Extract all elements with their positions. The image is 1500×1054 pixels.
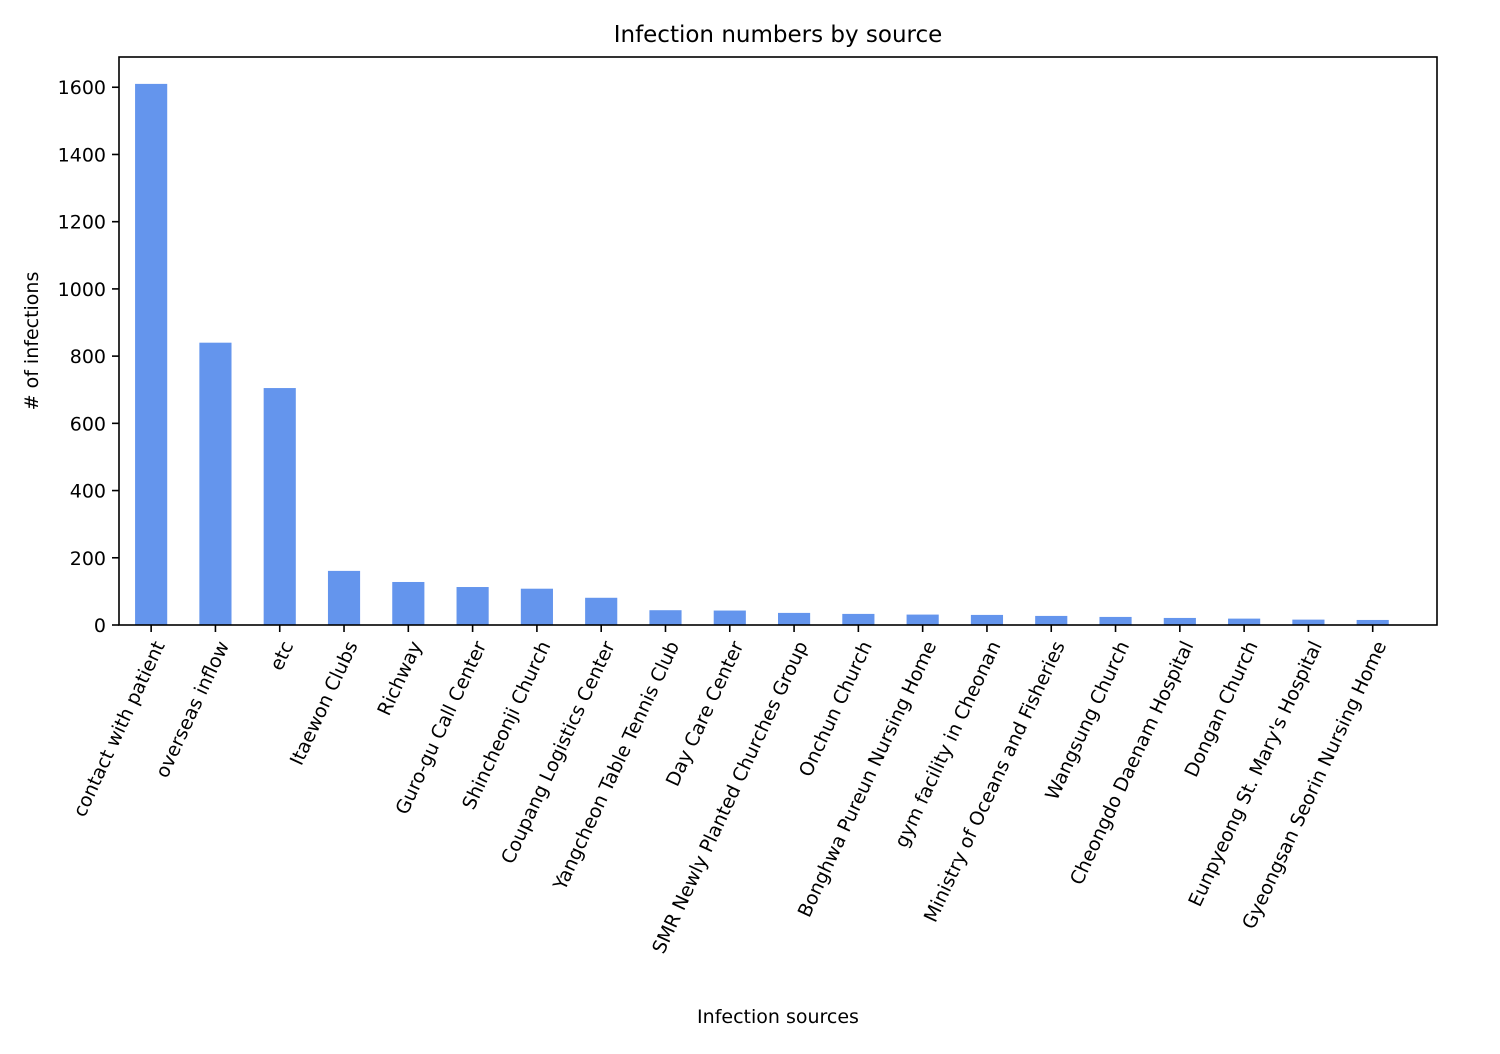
bar: [970, 614, 1004, 625]
x-tick-label: Richway: [373, 638, 426, 719]
x-tick-label: Coupang Logistics Center: [497, 638, 620, 868]
y-tick-label: 800: [70, 346, 106, 368]
y-tick-label: 1400: [58, 144, 106, 166]
y-tick-label: 400: [70, 481, 106, 503]
bar: [649, 610, 682, 625]
bar: [842, 613, 875, 625]
bar: [456, 587, 489, 625]
bar: [1099, 616, 1132, 625]
bar: [199, 342, 232, 625]
plot-frame: [118, 56, 1438, 626]
bar: [263, 388, 296, 625]
x-tick-label: contact with patient: [69, 638, 170, 821]
x-tick-label: Eunpyeong St. Mary's Hospital: [1184, 638, 1327, 910]
bar: [135, 83, 168, 625]
chart-title: Infection numbers by source: [614, 22, 943, 48]
bar: [713, 610, 746, 625]
y-tick-label: 600: [70, 413, 106, 435]
y-tick-label: 1000: [58, 279, 106, 301]
bar: [1228, 618, 1261, 625]
y-tick-label: 200: [70, 548, 106, 570]
x-tick-label: Cheongdo Daenam Hospital: [1066, 638, 1198, 889]
bar: [1356, 619, 1389, 625]
bar: [1035, 615, 1068, 625]
y-axis: 0 200 400 600 800 1000 1200 1400 1600: [58, 77, 119, 637]
bar: [778, 612, 811, 625]
bar: [520, 588, 553, 625]
bars-group: [135, 83, 1389, 625]
bar: [1163, 617, 1196, 625]
y-axis-label: # of infections: [21, 272, 43, 411]
x-tick-label: etc: [266, 638, 298, 674]
y-tick-label: 0: [94, 615, 106, 637]
y-tick-label: 1600: [58, 77, 106, 99]
x-tick-label: Itaewon Clubs: [286, 638, 363, 769]
x-axis-label: Infection sources: [697, 1006, 859, 1028]
bar: [392, 581, 425, 625]
x-tick-label: SMR Newly Planted Churches Group: [648, 638, 813, 957]
bar: [327, 570, 361, 625]
bar: [906, 614, 939, 625]
bar: [1292, 619, 1325, 625]
bar: [585, 597, 618, 625]
y-tick-label: 1200: [58, 212, 106, 234]
x-tick-label: Yangcheon Table Tennis Club: [549, 638, 684, 895]
